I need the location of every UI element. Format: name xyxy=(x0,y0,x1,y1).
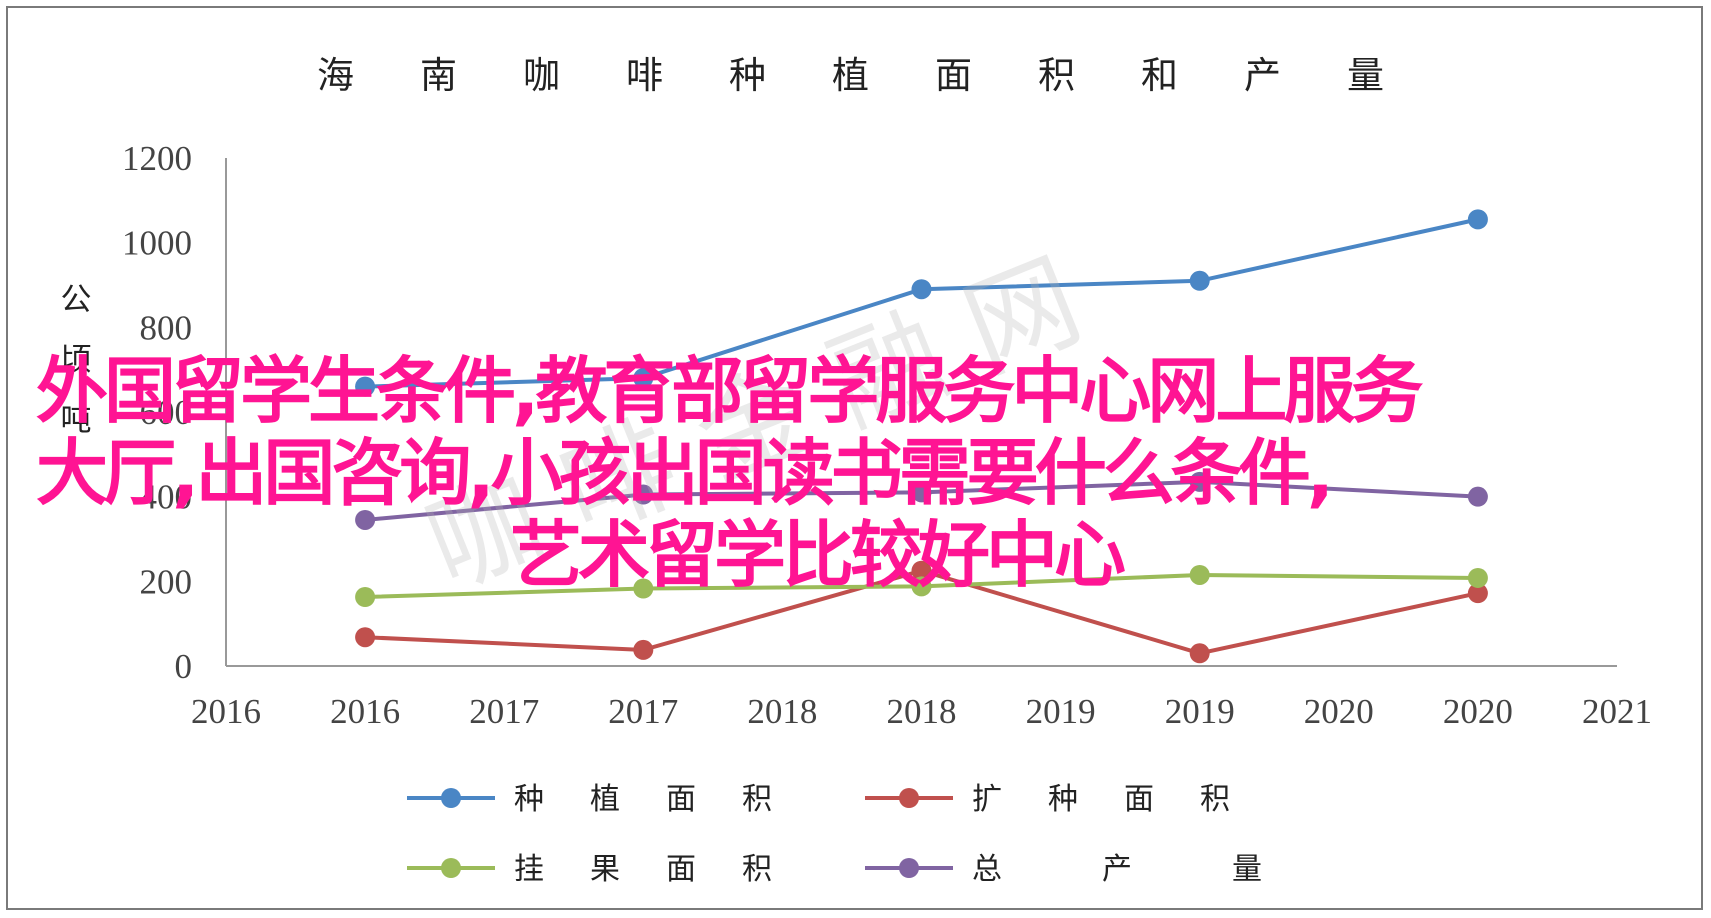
x-tick-label: 2018 xyxy=(747,692,817,731)
data-point xyxy=(1467,567,1488,588)
series-种植面积 xyxy=(355,209,1488,397)
series-挂果面积 xyxy=(355,564,1488,607)
data-point xyxy=(633,639,654,660)
data-point xyxy=(911,279,932,300)
overlay-line-3: 艺术留学比较好中心 xyxy=(510,513,1126,597)
series-layer xyxy=(355,209,1488,664)
y-axis-label: 公顷吨 xyxy=(61,282,92,438)
y-label-char: 顷 xyxy=(61,342,92,378)
y-tick-label: 600 xyxy=(140,393,193,432)
axes xyxy=(225,158,1617,667)
data-point xyxy=(633,368,654,389)
legend-item: 种植面积 xyxy=(407,782,818,817)
data-point xyxy=(1467,583,1488,604)
series-扩种面积 xyxy=(355,560,1488,664)
legend-label: 总产量 xyxy=(972,852,1362,887)
data-point xyxy=(911,482,932,503)
data-point xyxy=(1467,209,1488,230)
x-tick-label: 2018 xyxy=(887,692,957,731)
data-point xyxy=(1467,486,1488,507)
series-总产量 xyxy=(355,471,1488,530)
data-point xyxy=(355,586,376,607)
legend-swatch-marker xyxy=(441,788,461,808)
x-tick-label: 2019 xyxy=(1026,692,1096,731)
chart-title: 海南咖啡种植面积和产量 xyxy=(317,54,1450,97)
data-point xyxy=(633,484,654,505)
legend-swatch-marker xyxy=(899,858,919,878)
data-point xyxy=(355,509,376,530)
data-point xyxy=(1189,471,1210,492)
x-tick-label: 2021 xyxy=(1582,692,1652,731)
legend-item: 挂果面积 xyxy=(407,852,818,887)
data-point xyxy=(355,376,376,397)
data-point xyxy=(1189,270,1210,291)
overlay-headline: 外国留学生条件,教育部留学服务中心网上服务 大厅,出国咨询,小孩出国读书需要什么… xyxy=(0,350,1711,596)
x-tick-label: 2019 xyxy=(1165,692,1235,731)
x-tick-label: 2016 xyxy=(191,692,261,731)
x-tick-label: 2017 xyxy=(469,692,539,731)
legend-swatch-marker xyxy=(441,858,461,878)
legend-label: 种植面积 xyxy=(514,782,818,817)
data-point xyxy=(1189,564,1210,585)
y-tick-label: 200 xyxy=(140,562,193,601)
y-label-char: 吨 xyxy=(61,402,92,438)
data-point xyxy=(911,576,932,597)
chart-frame xyxy=(6,6,1703,910)
y-tick-label: 400 xyxy=(140,478,193,517)
data-point xyxy=(355,627,376,648)
overlay-line-2: 大厅,出国咨询,小孩出国读书需要什么条件, xyxy=(36,431,1334,515)
y-tick-label: 800 xyxy=(140,308,193,347)
overlay-line-1: 外国留学生条件,教育部留学服务中心网上服务 xyxy=(36,349,1423,433)
legend-item: 总产量 xyxy=(865,852,1362,887)
y-tick-label: 0 xyxy=(175,647,193,686)
legend-label: 挂果面积 xyxy=(514,852,818,887)
legend-label: 扩种面积 xyxy=(972,782,1276,817)
legend-swatch-marker xyxy=(899,788,919,808)
data-point xyxy=(911,560,932,581)
x-tick-labels: 2016 2016 2017 2017 2018 2018 2019 2019 2020 2020… xyxy=(191,692,1652,731)
data-point xyxy=(633,578,654,599)
legend-item: 扩种面积 xyxy=(865,782,1276,817)
y-tick-label: 1200 xyxy=(122,139,192,178)
data-point xyxy=(1189,643,1210,664)
y-tick-label: 1000 xyxy=(122,224,192,263)
x-tick-label: 2016 xyxy=(330,692,400,731)
x-tick-label: 2020 xyxy=(1443,692,1513,731)
x-tick-label: 2020 xyxy=(1304,692,1374,731)
y-tick-labels: 0 200 400 600 800 1000 1200 xyxy=(122,139,192,686)
y-label-char: 公 xyxy=(61,282,92,318)
x-tick-label: 2017 xyxy=(608,692,678,731)
